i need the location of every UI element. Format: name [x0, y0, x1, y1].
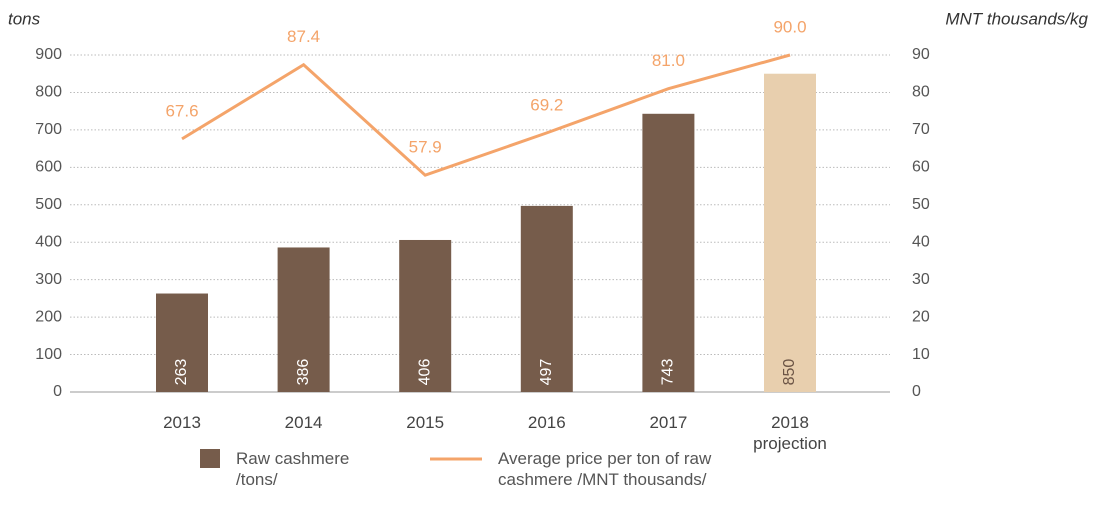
y-tick-label: 700 — [35, 121, 62, 138]
x-tick-label: 2016 — [527, 413, 566, 432]
line-value-label: 67.6 — [165, 101, 198, 120]
bar — [764, 73, 816, 392]
y-tick-label: 400 — [35, 233, 62, 250]
line-value-label: 81.0 — [652, 51, 685, 70]
bar-value-label: 743 — [660, 359, 677, 386]
y2-tick-label: 80 — [912, 84, 930, 101]
y2-tick-label: 70 — [912, 121, 930, 138]
line — [181, 53, 791, 177]
y-axis-title: tons — [8, 9, 41, 28]
y-tick-label: 900 — [35, 46, 62, 63]
y2-tick-label: 20 — [912, 308, 930, 325]
bar-value-label: 497 — [538, 359, 555, 386]
bar — [277, 247, 330, 392]
line-value-label: 87.4 — [287, 27, 320, 46]
bar — [399, 239, 452, 392]
bar-value-label: 263 — [173, 359, 190, 386]
x-tick-label: 2017 — [649, 413, 688, 432]
y-tick-label: 100 — [35, 346, 62, 363]
y-tick-label: 0 — [53, 383, 62, 400]
bar-value-label: 386 — [295, 359, 312, 386]
legend-label: Average price per ton of raw cashmere /M… — [498, 449, 712, 489]
line-value-label: 90.0 — [773, 17, 806, 36]
y-tick-label: 800 — [35, 84, 62, 101]
y2-tick-label: 10 — [912, 346, 930, 363]
legend-label: Raw cashmere /tons/ — [236, 449, 350, 489]
line-value-label: 69.2 — [530, 95, 563, 114]
x-tick-label: 2013 — [163, 413, 201, 432]
bar — [520, 205, 573, 392]
bar — [156, 293, 208, 392]
line-value-label: 57.9 — [409, 138, 442, 157]
y2-tick-label: 0 — [912, 383, 921, 400]
x-tick-label: 2018 projection — [753, 413, 827, 453]
bar — [642, 113, 695, 392]
x-tick-label: 2015 — [406, 413, 445, 432]
bar-value-label: 850 — [781, 359, 798, 386]
y2-tick-label: 30 — [912, 271, 930, 288]
legend-swatch — [200, 449, 220, 468]
y-tick-label: 500 — [35, 196, 62, 213]
y2-tick-label: 90 — [912, 46, 930, 63]
bar-value-label: 406 — [416, 359, 433, 386]
y2-tick-label: 50 — [912, 196, 930, 213]
y-tick-label: 200 — [35, 308, 62, 325]
y-tick-label: 300 — [35, 271, 62, 288]
x-tick-label: 2014 — [284, 413, 323, 432]
y2-tick-label: 40 — [912, 233, 930, 250]
y-tick-label: 600 — [35, 159, 62, 176]
y2-axis-title: MNT thousands/kg — [945, 9, 1088, 28]
y2-tick-label: 60 — [912, 159, 930, 176]
